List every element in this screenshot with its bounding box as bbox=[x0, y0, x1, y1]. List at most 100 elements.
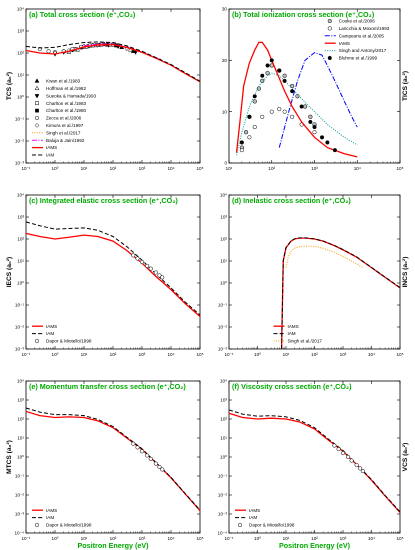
data-point bbox=[148, 456, 153, 461]
data-point bbox=[252, 94, 257, 99]
legend-entry: IAM bbox=[235, 515, 257, 520]
legend-entry: Charlton et al./1983 bbox=[35, 101, 87, 106]
series-line bbox=[25, 407, 201, 511]
data-point bbox=[277, 107, 282, 112]
y-axis-label: TICS (a₀²) bbox=[402, 71, 409, 101]
legend-entry: IAMS bbox=[32, 324, 57, 329]
legend-entry: Dapor & Miotello/1998 bbox=[34, 523, 92, 528]
x-tick-label: 10⁴ bbox=[368, 352, 375, 357]
data-point bbox=[260, 114, 265, 119]
data-point bbox=[160, 467, 165, 472]
series-iam bbox=[228, 409, 401, 513]
panel-c: 10⁻¹ 10⁰ 10¹ 10² 10³ 10⁴ 10⁵ 10⁻³ 10⁻² 10⁻¹ 10⁰ 10¹… bbox=[6, 193, 204, 357]
x-tick-label: 10² bbox=[311, 352, 318, 357]
plot-frame bbox=[228, 194, 401, 350]
legend-label: IAMS bbox=[46, 508, 57, 513]
x-tick-label: 10³ bbox=[340, 352, 347, 357]
y-tick-label: 10⁴ bbox=[17, 193, 24, 198]
data-point bbox=[247, 114, 252, 119]
y-tick-label: 10⁻¹ bbox=[15, 303, 25, 308]
y-tick-label: 0 bbox=[224, 161, 227, 166]
legend-entry: IAMS bbox=[235, 508, 260, 513]
legend-swatch bbox=[327, 18, 332, 24]
data-point bbox=[247, 135, 252, 140]
legend-swatch bbox=[34, 338, 40, 344]
legend-label: Singh et al./2017 bbox=[46, 130, 81, 135]
series-line bbox=[25, 232, 201, 317]
x-tick-label: 10³ bbox=[139, 166, 146, 171]
data-point bbox=[145, 263, 150, 268]
data-point bbox=[243, 130, 249, 135]
legend-label: Cooke et al./2006 bbox=[339, 19, 375, 24]
panel-title: (a) Total cross section (e⁺,CO₂) bbox=[29, 10, 136, 19]
panel-e: 10⁻¹ 10⁰ 10¹ 10² 10³ 10⁴ 10⁵ 10⁻⁴ 10⁻³ 10⁻² 10⁻¹ 10… bbox=[6, 379, 204, 550]
data-point bbox=[336, 447, 341, 452]
legend-entry: Campeanu et al./2005 bbox=[324, 33, 384, 38]
legend: IAMS IAM Dapor & Miotello/1998 bbox=[235, 508, 295, 528]
x-tick-label: 10¹ bbox=[283, 352, 290, 357]
series-line bbox=[280, 237, 401, 350]
legend-label: Singh et al./2017 bbox=[287, 339, 322, 344]
data-point bbox=[153, 270, 158, 275]
x-tick-label: 10⁵ bbox=[396, 166, 403, 171]
x-tick-label: 10⁵ bbox=[396, 536, 403, 541]
legend-label: IAM bbox=[287, 331, 295, 336]
x-tick-label: 10⁵ bbox=[396, 352, 403, 357]
series-singh-et-al-2017 bbox=[285, 245, 364, 269]
y-tick-label: 10⁻⁴ bbox=[217, 531, 227, 536]
data-point bbox=[308, 114, 313, 119]
legend-label: IAMS bbox=[287, 324, 298, 329]
legend-label: Zecca et al./2006 bbox=[46, 116, 82, 121]
legend-entry: IAM bbox=[32, 153, 54, 158]
legend: IAMS IAM Singh et al./2017 bbox=[273, 324, 322, 344]
data-point bbox=[325, 140, 330, 145]
x-tick-label: 10¹ bbox=[226, 166, 233, 171]
y-tick-label: 10³ bbox=[17, 398, 24, 403]
y-tick-label: 10 bbox=[222, 109, 228, 114]
y-tick-label: 10¹ bbox=[17, 259, 24, 264]
legend-entry: Kimura et al./1997 bbox=[34, 123, 84, 128]
x-tick-label: 10³ bbox=[139, 352, 146, 357]
legend-label: Dapor & Miotello/1998 bbox=[249, 523, 295, 528]
x-tick-label: 10¹ bbox=[81, 352, 88, 357]
data-point bbox=[360, 469, 365, 474]
data-point bbox=[345, 454, 351, 460]
series-laricchia-moxom-1993 bbox=[239, 107, 317, 153]
series-iams bbox=[280, 237, 401, 350]
data-point bbox=[282, 78, 287, 83]
y-tick-label: 10² bbox=[17, 237, 24, 242]
x-tick-label: 10⁴ bbox=[354, 166, 361, 171]
data-point bbox=[131, 441, 136, 446]
y-tick-label: 10⁻³ bbox=[218, 347, 228, 352]
legend-entry: IAM bbox=[32, 515, 54, 520]
y-tick-label: 10⁴ bbox=[17, 7, 24, 12]
y-axis-label: VCS (a₀²) bbox=[402, 443, 409, 472]
x-tick-label: 10⁰ bbox=[52, 536, 59, 541]
y-tick-label: 10⁻¹ bbox=[15, 474, 25, 479]
x-tick-label: 10³ bbox=[340, 536, 347, 541]
x-tick-label: 10⁴ bbox=[167, 166, 174, 171]
y-tick-label: 20 bbox=[222, 58, 228, 63]
legend-label: Baluja & Jain/1992 bbox=[46, 138, 85, 143]
series-iams bbox=[25, 232, 201, 317]
legend-swatch bbox=[35, 108, 39, 113]
legend-entry: IAM bbox=[32, 331, 54, 336]
x-tick-label: 10⁰ bbox=[52, 352, 59, 357]
series-bluhme-et-al-1999 bbox=[239, 58, 337, 153]
legend-label: IAMS bbox=[249, 508, 260, 513]
data-point bbox=[312, 125, 317, 130]
legend-entry: Singh et al./2017 bbox=[32, 130, 81, 135]
x-tick-label: 10³ bbox=[139, 536, 146, 541]
y-axis-label: MTCS (a₀²) bbox=[6, 440, 13, 474]
data-point bbox=[157, 464, 162, 469]
data-point bbox=[299, 104, 304, 109]
data-point bbox=[131, 253, 136, 258]
y-tick-label: 10⁻³ bbox=[218, 512, 228, 517]
legend-label: IAM bbox=[46, 153, 54, 158]
x-tick-label: 10² bbox=[268, 166, 275, 171]
legend-swatch bbox=[34, 94, 40, 99]
legend-entry: Dapor & Miotello/1998 bbox=[34, 338, 92, 344]
y-tick-label: 10⁻⁴ bbox=[14, 531, 24, 536]
legend: Kwan et al./1983 Hoffman et al./1982 Sueok… bbox=[32, 78, 97, 158]
series-line bbox=[228, 412, 401, 513]
